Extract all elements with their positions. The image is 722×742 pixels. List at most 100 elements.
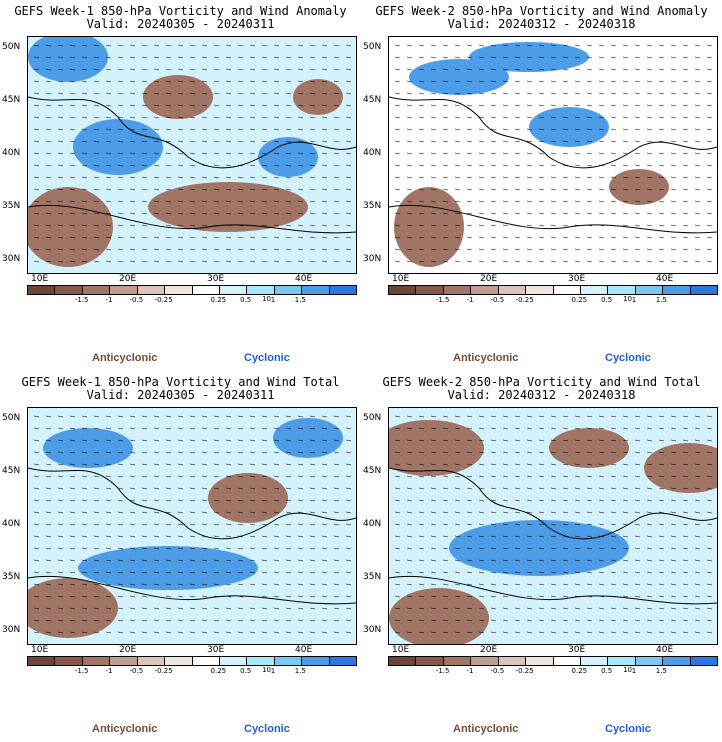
lat-label: 50N	[363, 413, 382, 423]
anticyclonic-region	[389, 420, 484, 476]
lon-label: 30E	[568, 274, 586, 284]
colorbar-tick-label: -0.25	[154, 296, 173, 304]
panel-valid-dates: Valid: 20240305 - 20240311	[86, 388, 275, 402]
colorbar	[388, 285, 718, 295]
map-panel: GEFS Week-1 850-hPa Vorticity and Wind T…	[0, 371, 361, 742]
lat-label: 35N	[2, 201, 21, 211]
colorbar-swatch	[28, 657, 56, 665]
lat-label: 35N	[2, 572, 21, 582]
anticyclonic-region	[293, 79, 343, 115]
vorticity-map	[27, 36, 357, 274]
lon-label: 10E	[392, 645, 410, 655]
lat-label: 30N	[363, 625, 382, 635]
colorbar-tick-label: -0.25	[515, 296, 534, 304]
colorbar-swatch	[192, 286, 220, 294]
colorbar-tick-label: 0.5	[240, 296, 252, 304]
colorbar-swatch	[137, 657, 166, 665]
cyclonic-label: Cyclonic	[605, 352, 651, 364]
anticyclonic-label: Anticyclonic	[92, 723, 158, 735]
colorbar-swatch	[110, 657, 138, 665]
colorbar-swatch	[498, 657, 527, 665]
colorbar-tick-label: 0.5	[601, 667, 613, 675]
cyclonic-region	[73, 119, 163, 175]
colorbar-tick-label: 0.25	[210, 296, 227, 304]
colorbar-tick-label: 1.5	[655, 667, 667, 675]
anticyclonic-region	[394, 187, 464, 267]
lat-label: 40N	[2, 519, 21, 529]
cyclonic-label: Cyclonic	[605, 723, 651, 735]
lat-label: 40N	[363, 519, 382, 529]
colorbar-swatch	[165, 657, 193, 665]
colorbar-swatch	[553, 657, 581, 665]
lat-label: 45N	[2, 466, 21, 476]
colorbar-swatch	[274, 657, 303, 665]
anticyclonic-region	[148, 182, 308, 232]
cyclonic-label: Cyclonic	[244, 352, 290, 364]
colorbar-swatch	[219, 286, 248, 294]
lat-label: 30N	[2, 254, 21, 264]
lon-label: 20E	[119, 274, 137, 284]
colorbar-swatch	[635, 657, 664, 665]
lat-label: 30N	[2, 625, 21, 635]
colorbar-tick-label: 1	[270, 296, 276, 304]
lat-label: 45N	[2, 95, 21, 105]
colorbar-swatch	[274, 286, 303, 294]
anticyclonic-region	[609, 169, 669, 205]
lat-label: 50N	[2, 42, 21, 52]
lat-label: 30N	[363, 254, 382, 264]
colorbar-swatch	[389, 286, 417, 294]
colorbar-swatch	[416, 657, 444, 665]
colorbar-swatch	[82, 286, 111, 294]
colorbar-tick-label: -1	[466, 296, 474, 304]
colorbar-tick-label: -0.25	[515, 667, 534, 675]
colorbar-swatch	[690, 657, 718, 665]
cyclonic-region	[43, 428, 133, 468]
colorbar-swatch	[55, 657, 83, 665]
panel-title: GEFS Week-1 850-hPa Vorticity and Wind T…	[21, 375, 340, 389]
colorbar-swatch	[416, 286, 444, 294]
panel-valid-dates: Valid: 20240312 - 20240318	[447, 388, 636, 402]
colorbar-tick-label: -1.5	[435, 296, 450, 304]
colorbar-swatch	[82, 657, 111, 665]
anticyclonic-region	[549, 428, 629, 468]
cyclonic-region	[409, 59, 509, 95]
cyclonic-region	[258, 137, 318, 177]
colorbar-swatch	[580, 286, 609, 294]
colorbar-tick-label: -0.5	[129, 296, 144, 304]
colorbar-swatch	[608, 286, 636, 294]
colorbar-tick-label: -0.5	[490, 667, 505, 675]
colorbar-swatch	[443, 286, 472, 294]
vorticity-map	[27, 407, 357, 645]
anticyclonic-region	[143, 75, 213, 119]
colorbar-tick-label: 0.25	[571, 296, 588, 304]
cyclonic-region	[469, 42, 589, 72]
panel-valid-dates: Valid: 20240312 - 20240318	[447, 17, 636, 31]
colorbar-tick-label: -1.5	[74, 667, 89, 675]
lon-label: 20E	[480, 645, 498, 655]
lat-label: 40N	[2, 148, 21, 158]
colorbar-swatch	[608, 657, 636, 665]
colorbar-swatch	[553, 286, 581, 294]
cyclonic-region	[78, 546, 258, 590]
vorticity-map	[388, 36, 718, 274]
colorbar-swatch	[247, 657, 275, 665]
colorbar-swatch	[471, 657, 499, 665]
colorbar-swatch	[690, 286, 718, 294]
panel-title: GEFS Week-2 850-hPa Vorticity and Wind T…	[382, 375, 701, 389]
colorbar-tick-label: -0.5	[490, 296, 505, 304]
colorbar-tick-label: -0.25	[154, 667, 173, 675]
colorbar-swatch	[28, 286, 56, 294]
lat-label: 50N	[363, 42, 382, 52]
colorbar-tick-label: 1.5	[294, 667, 306, 675]
anticyclonic-region	[389, 588, 489, 644]
colorbar-tick-label: 0.5	[601, 296, 613, 304]
lon-label: 40E	[656, 645, 674, 655]
colorbar-tick-label: 1	[631, 667, 637, 675]
lon-label: 30E	[568, 645, 586, 655]
colorbar-tick-label: -1.5	[435, 667, 450, 675]
colorbar-swatch	[580, 657, 609, 665]
panel-title: GEFS Week-1 850-hPa Vorticity and Wind A…	[14, 4, 347, 18]
colorbar	[27, 285, 357, 295]
panel-valid-dates: Valid: 20240305 - 20240311	[86, 17, 275, 31]
colorbar-swatch	[302, 657, 330, 665]
